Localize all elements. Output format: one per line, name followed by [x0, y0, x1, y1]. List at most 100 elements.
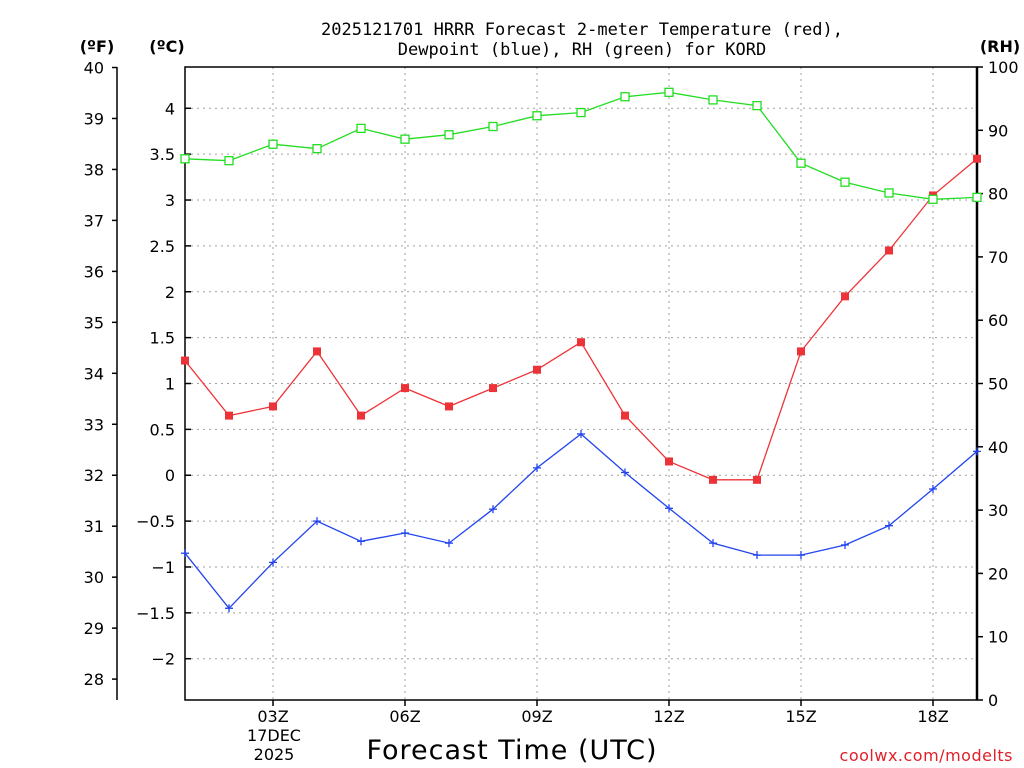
rh-point — [576, 107, 586, 118]
dewpoint-point — [753, 551, 761, 560]
temperature-point — [753, 475, 761, 484]
f-tick-label: 31 — [84, 517, 104, 536]
rh-tick-label: 20 — [988, 564, 1008, 583]
f-tick-label: 38 — [84, 160, 104, 179]
fahrenheit-unit-label: (ºF) — [80, 37, 115, 56]
rh-axis: 0 10 20 30 40 50 60 70 80 90 100 — [977, 58, 1019, 710]
temperature-point — [489, 384, 497, 393]
series-layer — [180, 87, 982, 613]
f-tick-label: 34 — [84, 364, 104, 383]
temperature-series — [181, 154, 981, 484]
x-tick-label: 15Z — [785, 707, 816, 726]
rh-point — [532, 111, 542, 121]
celsius-unit-label: (ºC) — [149, 37, 184, 56]
rh-point — [972, 192, 982, 203]
rh-tick-label: 30 — [988, 501, 1008, 520]
rh-point — [620, 92, 630, 102]
rh-point — [840, 177, 850, 187]
x-tick-label: 03Z — [257, 707, 288, 726]
celsius-axis: −2 −1.5 −1 −0.5 0 0.5 1 1.5 2 2.5 3 3.5 4 — [136, 99, 191, 669]
c-tick-label: 1 — [165, 375, 175, 394]
temperature-point — [533, 365, 541, 374]
rh-tick-label: 10 — [988, 628, 1008, 647]
dewpoint-point — [973, 447, 981, 456]
f-tick-label: 33 — [84, 415, 104, 434]
c-tick-label: 0.5 — [150, 420, 175, 439]
temperature-point — [841, 292, 849, 301]
f-tick-label: 35 — [84, 313, 104, 332]
f-tick-label: 40 — [84, 59, 104, 78]
dewpoint-point — [929, 485, 937, 493]
dewpoint-point — [841, 540, 849, 549]
dewpoint-point — [225, 604, 233, 613]
dewpoint-point — [489, 505, 497, 514]
f-tick-label: 39 — [84, 109, 104, 128]
temperature-point — [973, 154, 981, 163]
dewpoint-point — [797, 551, 805, 560]
dewpoint-series — [181, 429, 981, 613]
temperature-point — [885, 246, 893, 255]
rh-unit-label: (RH) — [980, 37, 1020, 56]
temperature-point — [313, 347, 321, 356]
rh-point — [180, 154, 190, 164]
rh-series — [180, 87, 982, 204]
date-year-label: 2025 — [254, 745, 295, 764]
temperature-point — [577, 338, 585, 347]
temperature-point — [401, 384, 409, 393]
temperature-point — [269, 402, 277, 411]
rh-point — [664, 87, 674, 97]
dewpoint-point — [577, 429, 585, 438]
f-tick-label: 30 — [84, 568, 104, 587]
dewpoint-point — [621, 468, 629, 477]
f-tick-label: 36 — [84, 262, 104, 281]
temperature-point — [797, 347, 805, 356]
rh-point — [708, 95, 718, 105]
rh-tick-label: 80 — [988, 185, 1008, 204]
f-tick-label: 29 — [84, 619, 104, 638]
rh-tick-label: 0 — [988, 691, 998, 710]
dewpoint-point — [885, 521, 893, 530]
c-tick-label: −1.5 — [136, 604, 175, 623]
dewpoint-point — [709, 539, 717, 548]
c-tick-label: −1 — [151, 558, 175, 577]
c-tick-label: 2.5 — [150, 237, 175, 256]
rh-point — [928, 194, 938, 204]
rh-point — [268, 139, 278, 149]
rh-point — [224, 156, 234, 166]
credit-text: coolwx.com/modelts — [840, 746, 1013, 765]
rh-tick-label: 40 — [988, 438, 1008, 457]
rh-point — [884, 188, 894, 198]
x-tick-label: 18Z — [917, 707, 948, 726]
c-tick-label: −2 — [151, 650, 175, 669]
fahrenheit-axis: 28 29 30 31 32 33 34 35 36 37 38 39 40 — [84, 59, 117, 689]
dewpoint-point — [357, 537, 365, 546]
rh-point — [356, 123, 366, 134]
rh-tick-label: 100 — [988, 58, 1019, 77]
x-tick-label: 12Z — [653, 707, 684, 726]
temperature-point — [445, 402, 453, 411]
rh-tick-label: 90 — [988, 121, 1008, 140]
rh-point — [796, 158, 806, 168]
chart-title-line-2: Dewpoint (blue), RH (green) for KORD — [398, 40, 766, 60]
c-tick-label: 3 — [165, 191, 175, 210]
temperature-point — [357, 411, 365, 420]
date-day-label: 17DEC — [247, 726, 301, 745]
dewpoint-point — [533, 463, 541, 472]
temperature-point — [709, 475, 717, 484]
f-tick-label: 37 — [84, 211, 104, 230]
dewpoint-point — [665, 504, 673, 513]
temperature-point — [665, 457, 673, 466]
rh-point — [444, 130, 454, 140]
c-tick-label: 0 — [165, 466, 175, 485]
temperature-point — [621, 411, 629, 420]
time-axis: 03Z 06Z 09Z 12Z 15Z 18Z — [257, 700, 949, 726]
rh-point — [312, 144, 322, 154]
x-tick-label: 09Z — [521, 707, 552, 726]
dewpoint-point — [445, 539, 453, 548]
rh-tick-label: 70 — [988, 248, 1008, 267]
dewpoint-point — [401, 529, 409, 538]
rh-point — [488, 121, 498, 132]
temperature-point — [181, 356, 189, 365]
f-tick-label: 32 — [84, 466, 104, 485]
c-tick-label: 1.5 — [150, 329, 175, 348]
